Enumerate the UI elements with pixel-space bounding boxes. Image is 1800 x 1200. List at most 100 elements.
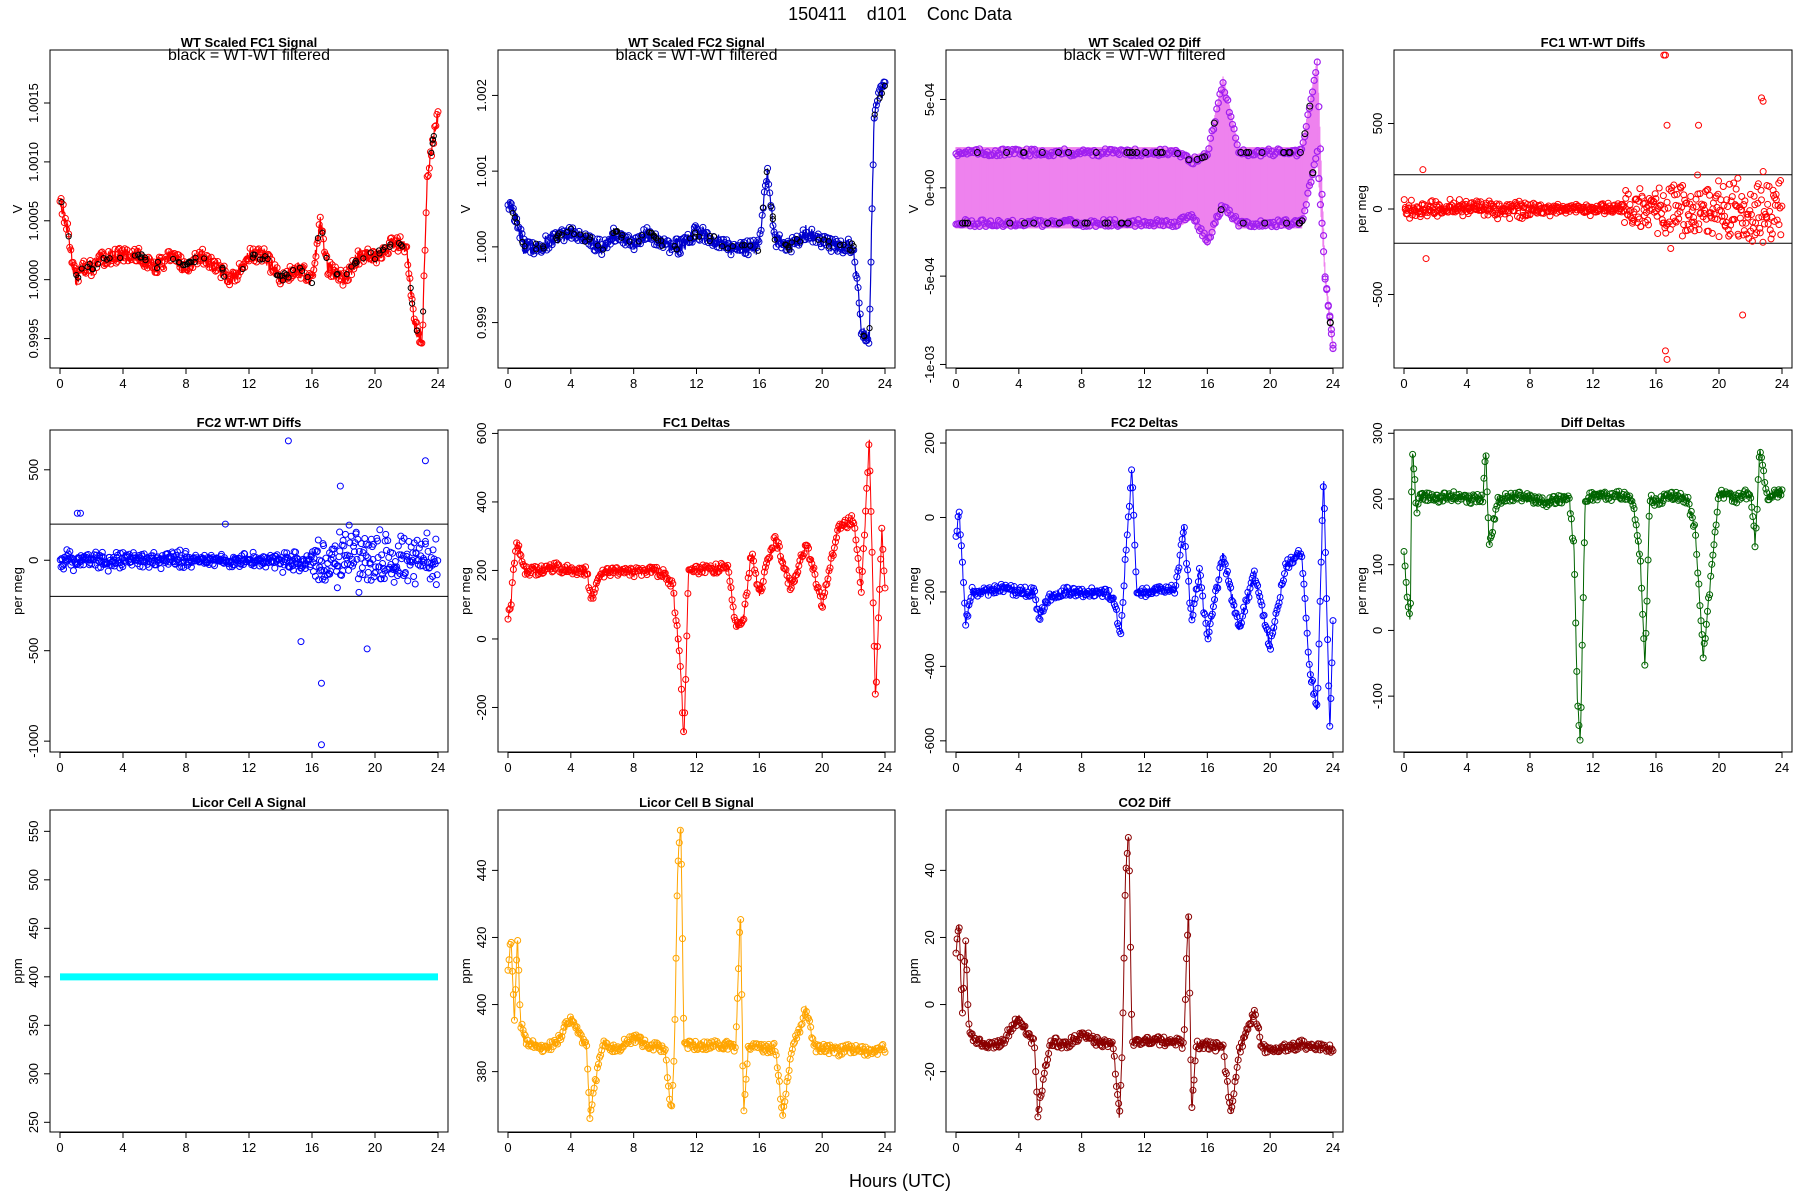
data-point: [425, 164, 433, 172]
data-point: [1756, 448, 1764, 456]
filtered-point: [1210, 119, 1218, 127]
data-point: [1483, 488, 1491, 496]
data-point: [1176, 551, 1184, 559]
data-point: [817, 243, 825, 251]
data-point: [1153, 216, 1161, 224]
data-point: [99, 251, 107, 259]
data-point-outlier: [1759, 97, 1767, 105]
y-tick-label: 5e-04: [922, 83, 937, 116]
data-point: [677, 685, 685, 693]
data-point: [283, 549, 291, 557]
data-point: [1167, 218, 1175, 227]
data-point: [838, 1050, 846, 1058]
data-point: [1186, 213, 1194, 221]
filtered-point: [582, 238, 589, 245]
data-point: [684, 589, 692, 597]
data-point-outlier: [363, 645, 371, 653]
data-point: [1219, 79, 1227, 87]
data-point: [138, 552, 146, 560]
data-point: [741, 1090, 749, 1098]
data-point: [1307, 178, 1315, 186]
data-point: [516, 550, 524, 558]
data-point: [1576, 736, 1584, 744]
filtered-point: [1261, 219, 1269, 227]
panel-licor_a: Licor Cell A Signal ppm 0 4 8 12 16 20 24 250 300 3…: [10, 795, 449, 1155]
data-point: [755, 238, 763, 246]
data-point: [817, 602, 825, 610]
data-point-outlier: [1739, 311, 1747, 319]
y-tick-label: 250: [26, 1111, 41, 1133]
data-point: [1753, 505, 1761, 513]
data-point: [1709, 551, 1717, 559]
data-point: [406, 274, 414, 282]
data-point: [399, 552, 407, 560]
data-point: [1276, 593, 1284, 601]
data-point: [1200, 229, 1208, 237]
y-tick-label: 0.9995: [26, 319, 41, 359]
data-point: [676, 662, 684, 670]
data-point: [667, 1101, 675, 1109]
x-tick-label: 0: [1400, 760, 1407, 775]
data-point: [434, 108, 442, 116]
panel-title-licor_b: Licor Cell B Signal: [639, 795, 754, 810]
data-point: [1036, 615, 1044, 623]
data-point: [1299, 570, 1307, 578]
data-point: [807, 1023, 815, 1031]
y-tick-label: 600: [474, 423, 489, 445]
data-point: [1724, 203, 1732, 211]
data-point: [1305, 181, 1314, 190]
x-tick-label: 0: [56, 376, 63, 391]
x-tick-label: 8: [1078, 376, 1085, 391]
data-point: [1223, 567, 1231, 575]
data-point: [1255, 589, 1263, 597]
x-tick-label: 12: [242, 760, 256, 775]
y-axis-label-fc2_wtwt: per meg: [10, 567, 25, 615]
data-point: [1139, 589, 1147, 597]
data-point: [529, 1037, 537, 1045]
data-point: [1727, 221, 1735, 229]
data-point: [1021, 583, 1029, 591]
data-point: [670, 1057, 678, 1065]
data-point: [715, 567, 723, 575]
x-tick-label: 12: [242, 1140, 256, 1155]
data-point: [245, 257, 253, 265]
data-point: [785, 1067, 793, 1075]
filtered-point: [1117, 219, 1125, 227]
data-point: [676, 249, 684, 257]
data-point: [1543, 503, 1551, 511]
data-point: [1211, 596, 1219, 604]
data-point-outlier: [73, 509, 81, 517]
data-point: [1087, 148, 1095, 156]
data-point: [1435, 498, 1443, 506]
data-point: [149, 552, 157, 560]
data-point: [971, 1034, 979, 1042]
filtered-point: [314, 234, 322, 242]
data-point: [380, 575, 388, 583]
series-points-licor_b: [504, 826, 889, 1122]
filtered-point: [1174, 149, 1182, 157]
data-point: [1194, 578, 1202, 586]
data-point: [1632, 521, 1640, 529]
data-point: [760, 568, 768, 576]
data-point: [964, 612, 972, 620]
data-point: [1478, 491, 1486, 499]
data-point: [574, 569, 582, 577]
x-tick-label: 12: [1586, 376, 1600, 391]
data-point: [1267, 645, 1275, 653]
filtered-point: [646, 229, 653, 236]
filtered-point: [1020, 148, 1028, 156]
data-point: [781, 565, 789, 573]
data-point: [1400, 548, 1408, 556]
filtered-point: [769, 216, 776, 223]
data-point: [1688, 207, 1696, 215]
data-point: [675, 839, 683, 847]
x-tick-label: 0: [56, 1140, 63, 1155]
data-point: [1711, 528, 1719, 536]
data-point: [1716, 206, 1724, 214]
data-point: [57, 195, 65, 203]
data-point: [311, 259, 319, 267]
data-point: [157, 565, 165, 573]
data-point: [967, 593, 975, 601]
data-point: [1265, 642, 1273, 650]
